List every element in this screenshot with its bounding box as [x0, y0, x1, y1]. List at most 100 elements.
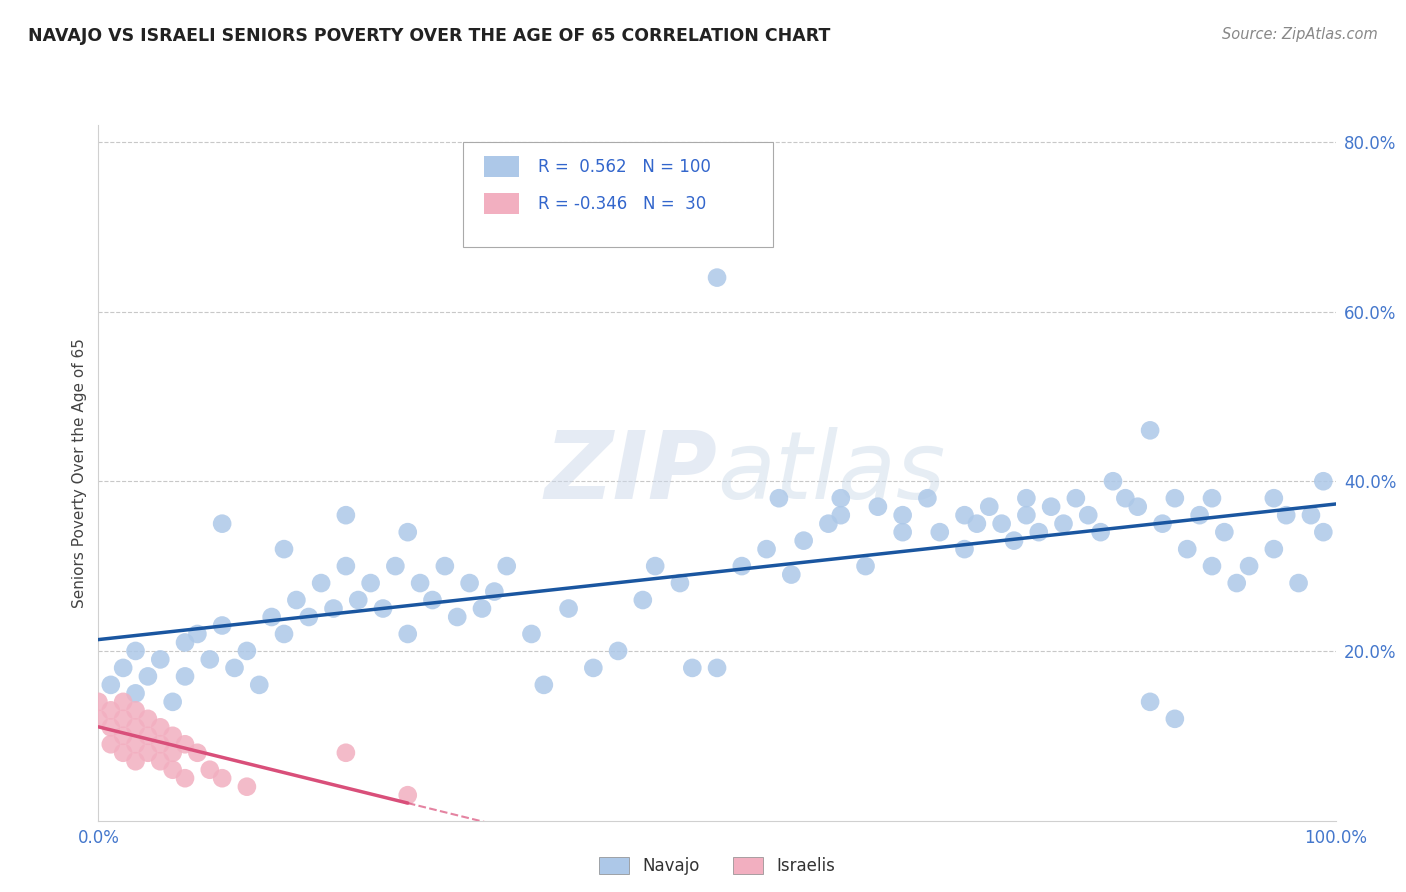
Point — [891, 508, 914, 523]
Point — [371, 601, 394, 615]
Point — [1288, 576, 1310, 591]
Point — [533, 678, 555, 692]
Point — [706, 270, 728, 285]
Point — [966, 516, 988, 531]
Point — [1226, 576, 1249, 591]
Point — [1152, 516, 1174, 531]
Point — [917, 491, 939, 506]
Point — [1175, 542, 1198, 557]
Point — [198, 763, 221, 777]
Text: NAVAJO VS ISRAELI SENIORS POVERTY OVER THE AGE OF 65 CORRELATION CHART: NAVAJO VS ISRAELI SENIORS POVERTY OVER T… — [28, 27, 831, 45]
Point — [112, 729, 135, 743]
Point — [1299, 508, 1322, 523]
FancyBboxPatch shape — [464, 142, 773, 247]
Point — [396, 788, 419, 802]
Point — [124, 686, 146, 700]
Point — [1126, 500, 1149, 514]
Point — [1312, 525, 1334, 540]
Point — [582, 661, 605, 675]
Point — [211, 516, 233, 531]
Point — [1201, 559, 1223, 574]
Point — [335, 559, 357, 574]
Point — [855, 559, 877, 574]
Point — [136, 669, 159, 683]
Point — [891, 525, 914, 540]
Point — [471, 601, 494, 615]
Text: atlas: atlas — [717, 427, 945, 518]
Point — [1139, 695, 1161, 709]
Point — [731, 559, 754, 574]
Point — [87, 695, 110, 709]
Point — [162, 763, 184, 777]
Point — [1201, 491, 1223, 506]
Point — [768, 491, 790, 506]
Point — [149, 720, 172, 734]
Point — [1237, 559, 1260, 574]
Point — [396, 525, 419, 540]
Point — [1164, 712, 1187, 726]
Point — [706, 661, 728, 675]
Point — [124, 703, 146, 717]
Point — [458, 576, 481, 591]
Point — [186, 746, 208, 760]
Point — [198, 652, 221, 666]
Point — [112, 746, 135, 760]
Point — [124, 754, 146, 768]
Point — [236, 644, 259, 658]
Point — [520, 627, 543, 641]
Point — [335, 508, 357, 523]
Point — [644, 559, 666, 574]
Point — [174, 635, 197, 649]
Point — [285, 593, 308, 607]
Point — [979, 500, 1001, 514]
Point — [780, 567, 803, 582]
Point — [1114, 491, 1136, 506]
Point — [1040, 500, 1063, 514]
Point — [298, 610, 321, 624]
Y-axis label: Seniors Poverty Over the Age of 65: Seniors Poverty Over the Age of 65 — [72, 338, 87, 607]
Point — [112, 712, 135, 726]
Point — [1263, 491, 1285, 506]
Point — [112, 661, 135, 675]
Point — [162, 746, 184, 760]
Point — [755, 542, 778, 557]
Point — [124, 644, 146, 658]
Point — [174, 771, 197, 785]
Point — [347, 593, 370, 607]
Point — [631, 593, 654, 607]
Point — [236, 780, 259, 794]
Point — [817, 516, 839, 531]
Point — [112, 695, 135, 709]
Point — [149, 737, 172, 751]
Point — [1090, 525, 1112, 540]
Point — [396, 627, 419, 641]
Point — [211, 618, 233, 632]
Point — [433, 559, 456, 574]
Text: ZIP: ZIP — [544, 426, 717, 519]
Point — [136, 746, 159, 760]
Point — [1139, 423, 1161, 437]
Point — [1188, 508, 1211, 523]
Point — [409, 576, 432, 591]
Point — [1064, 491, 1087, 506]
Point — [422, 593, 444, 607]
Point — [186, 627, 208, 641]
Point — [335, 746, 357, 760]
Point — [273, 542, 295, 557]
Point — [495, 559, 517, 574]
Point — [174, 669, 197, 683]
Point — [100, 703, 122, 717]
Text: Source: ZipAtlas.com: Source: ZipAtlas.com — [1222, 27, 1378, 42]
Point — [1263, 542, 1285, 557]
Point — [1052, 516, 1074, 531]
Point — [124, 720, 146, 734]
Point — [162, 729, 184, 743]
FancyBboxPatch shape — [485, 156, 519, 177]
Text: R = -0.346   N =  30: R = -0.346 N = 30 — [537, 194, 706, 212]
Point — [162, 695, 184, 709]
Point — [1077, 508, 1099, 523]
Point — [953, 508, 976, 523]
Point — [1028, 525, 1050, 540]
Point — [793, 533, 815, 548]
Point — [830, 491, 852, 506]
